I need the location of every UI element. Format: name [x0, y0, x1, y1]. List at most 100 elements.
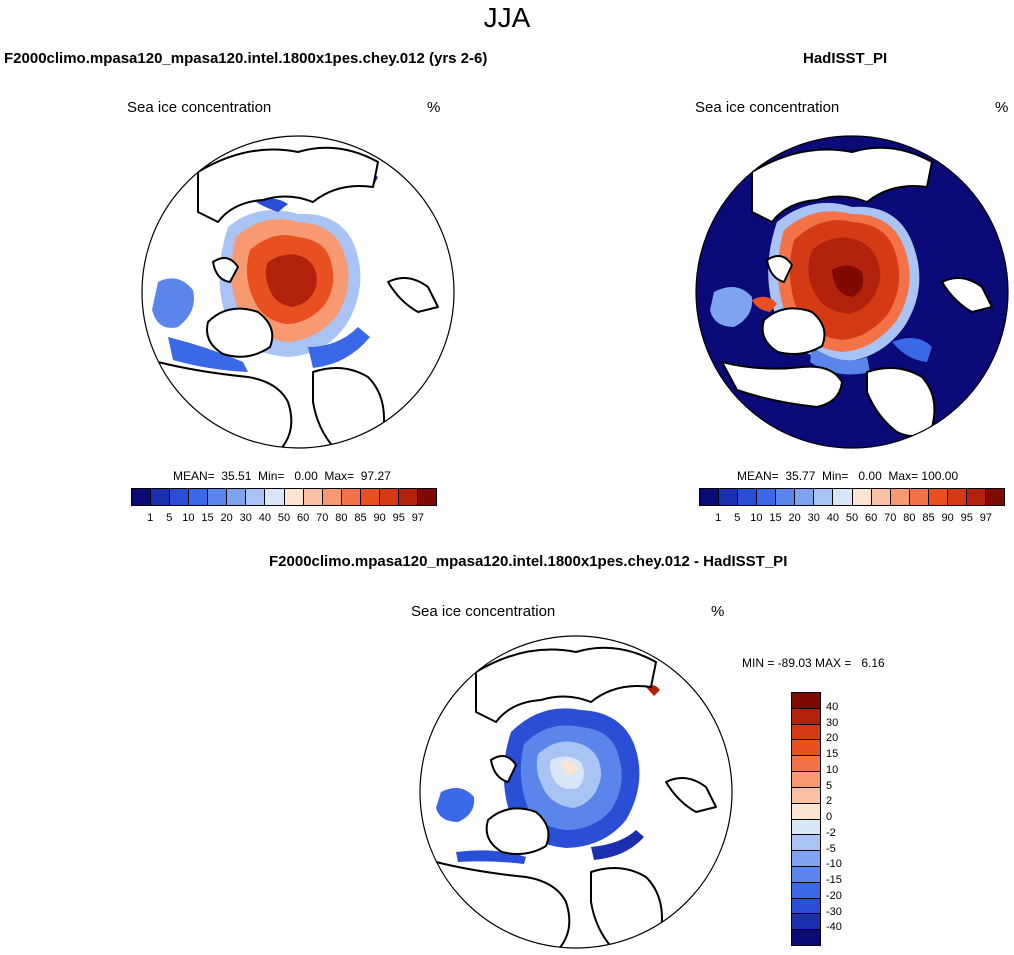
colorbar-tick-label: 80 — [903, 512, 916, 524]
colorbar-swatch — [151, 489, 171, 505]
colorbar-tick-label: -20 — [826, 889, 842, 902]
colorbar-swatch — [417, 489, 436, 505]
colorbar-tick-label: -40 — [826, 921, 842, 934]
panel-1-map — [141, 135, 455, 449]
colorbar-tick-label: 15 — [201, 512, 214, 524]
panel-2-colorbar — [699, 488, 1005, 506]
colorbar-swatch — [265, 489, 285, 505]
colorbar-tick-label: 95 — [392, 512, 405, 524]
colorbar-swatch — [792, 819, 820, 836]
colorbar-swatch — [792, 866, 820, 883]
colorbar-tick-label: 10 — [182, 512, 195, 524]
panel-3-units: % — [711, 603, 725, 620]
colorbar-tick-label: 1 — [147, 512, 154, 524]
colorbar-swatch — [966, 489, 986, 505]
colorbar-swatch — [792, 740, 820, 757]
colorbar-swatch — [792, 724, 820, 741]
colorbar-swatch — [284, 489, 304, 505]
colorbar-swatch — [379, 489, 399, 505]
colorbar-swatch — [246, 489, 266, 505]
colorbar-tick-label: 0 — [826, 811, 833, 823]
colorbar-swatch — [985, 489, 1004, 505]
colorbar-swatch — [792, 787, 820, 804]
colorbar-tick-label: 40 — [826, 512, 839, 524]
colorbar-swatch — [792, 772, 820, 788]
colorbar-tick-label: 80 — [335, 512, 348, 524]
panel-2-units: % — [995, 99, 1009, 116]
colorbar-swatch — [189, 489, 209, 505]
colorbar-swatch — [792, 930, 820, 945]
colorbar-tick-label: -30 — [826, 905, 842, 918]
colorbar-tick-label: 90 — [373, 512, 386, 524]
colorbar-tick-label: 20 — [788, 512, 801, 524]
colorbar-tick-label: 60 — [865, 512, 878, 524]
colorbar-swatch — [170, 489, 190, 505]
figure-title: JJA — [483, 2, 531, 33]
panel-1-colorbar — [131, 488, 437, 506]
colorbar-tick-label: 97 — [411, 512, 424, 524]
colorbar-tick-label: 70 — [316, 512, 329, 524]
colorbar-swatch — [208, 489, 228, 505]
colorbar-swatch — [871, 489, 891, 505]
panel-3-title: F2000climo.mpasa120_mpasa120.intel.1800x… — [269, 553, 788, 570]
colorbar-tick-label: -5 — [826, 842, 836, 855]
colorbar-tick-label: -10 — [826, 858, 842, 871]
colorbar-swatch — [227, 489, 247, 505]
colorbar-swatch — [792, 898, 820, 915]
colorbar-tick-label: 30 — [807, 512, 820, 524]
colorbar-swatch — [792, 708, 820, 725]
colorbar-swatch — [700, 489, 720, 505]
colorbar-tick-label: 1 — [715, 512, 722, 524]
colorbar-tick-label: 15 — [826, 748, 839, 760]
colorbar-tick-label: 50 — [845, 512, 859, 524]
colorbar-tick-label: 40 — [258, 512, 271, 524]
colorbar-swatch — [132, 489, 152, 505]
panel-3-variable: Sea ice concentration — [411, 603, 556, 620]
colorbar-swatch — [360, 489, 380, 505]
colorbar-swatch — [341, 489, 361, 505]
panel-3-colorbar-labels: 40 30 20 15 10 5 2 0 -2 -5 -10 -15 -20 -30 -40 — [826, 692, 866, 944]
colorbar-tick-label: -15 — [826, 874, 842, 886]
panel-1-title: F2000climo.mpasa120_mpasa120.intel.1800x… — [4, 50, 488, 67]
colorbar-swatch — [776, 489, 796, 505]
panel-3-map — [419, 635, 733, 949]
colorbar-swatch — [792, 693, 820, 709]
panel-2-colorbar-labels: 1 5 10 15 20 30 40 50 60 70 80 85 90 95 97 — [699, 512, 1005, 526]
colorbar-tick-label: 30 — [826, 716, 839, 729]
colorbar-swatch — [947, 489, 967, 505]
colorbar-tick-label: 70 — [884, 512, 897, 524]
colorbar-tick-label: 5 — [734, 512, 741, 524]
colorbar-swatch — [792, 914, 820, 931]
colorbar-tick-label: -2 — [826, 826, 836, 839]
colorbar-tick-label: 60 — [297, 512, 310, 524]
colorbar-tick-label: 85 — [354, 512, 367, 524]
colorbar-swatch — [719, 489, 739, 505]
colorbar-swatch — [852, 489, 872, 505]
colorbar-swatch — [792, 756, 820, 773]
colorbar-tick-label: 50 — [277, 512, 291, 524]
colorbar-tick-label: 20 — [826, 732, 839, 745]
colorbar-swatch — [814, 489, 834, 505]
colorbar-tick-label: 5 — [166, 512, 173, 524]
panel-2-variable: Sea ice concentration — [695, 99, 840, 116]
colorbar-swatch — [303, 489, 323, 505]
colorbar-swatch — [322, 489, 342, 505]
panel-3-stats: MIN = -89.03 MAX = 6.16 — [742, 656, 885, 670]
colorbar-tick-label: 85 — [922, 512, 935, 524]
panel-2-title: HadISST_PI — [803, 50, 888, 67]
panel-1-colorbar-labels: 1 5 10 15 20 30 40 50 60 70 80 85 90 95 97 — [131, 512, 437, 526]
panel-2-stats: MEAN= 35.77 Min= 0.00 Max= 100.00 — [737, 469, 959, 483]
colorbar-swatch — [792, 835, 820, 852]
colorbar-swatch — [738, 489, 758, 505]
colorbar-swatch — [792, 882, 820, 899]
colorbar-tick-label: 10 — [826, 763, 839, 776]
colorbar-swatch — [792, 803, 820, 820]
colorbar-swatch — [795, 489, 815, 505]
colorbar-swatch — [890, 489, 910, 505]
panel-2-map — [695, 135, 1009, 449]
colorbar-tick-label: 97 — [979, 512, 992, 524]
colorbar-swatch — [792, 851, 820, 867]
colorbar-swatch — [909, 489, 929, 505]
colorbar-swatch — [928, 489, 948, 505]
colorbar-tick-label: 2 — [826, 795, 833, 808]
